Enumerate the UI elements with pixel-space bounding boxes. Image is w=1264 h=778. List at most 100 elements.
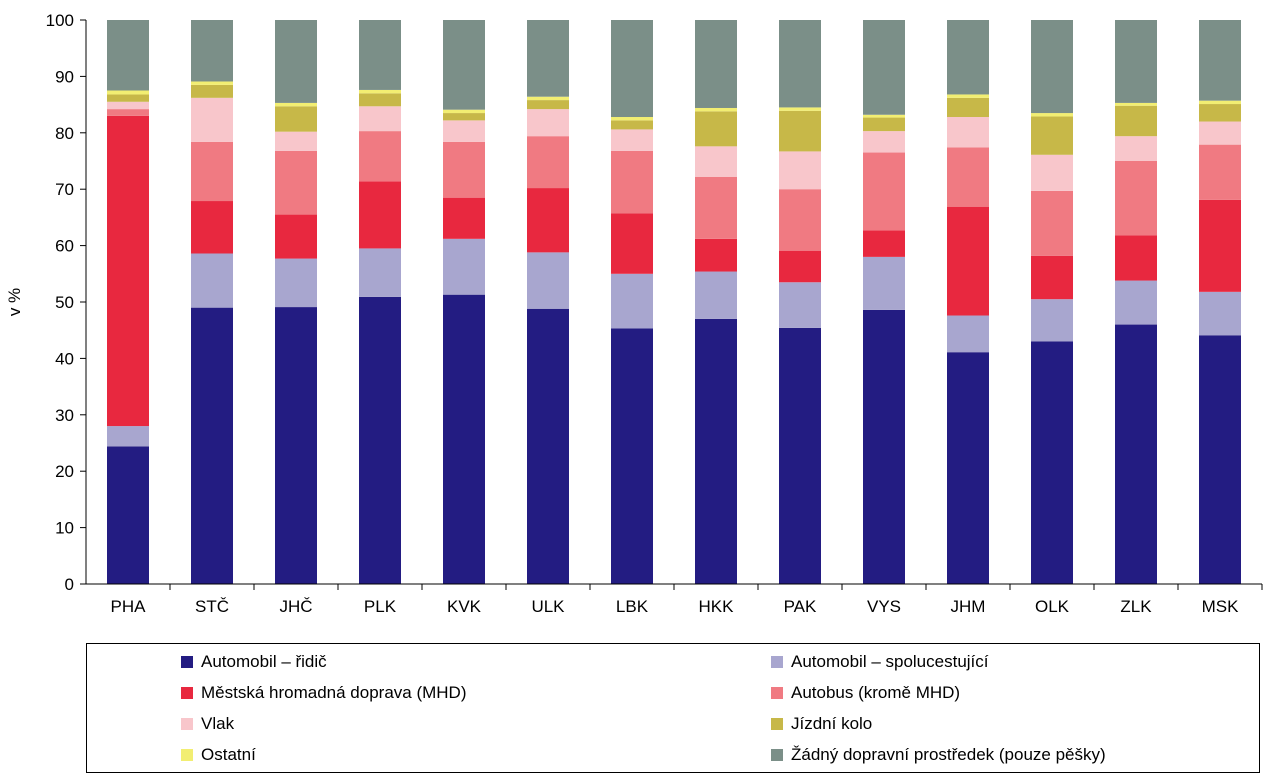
bar-segment-KVK-7 [443, 20, 485, 110]
legend-swatch [771, 656, 783, 668]
bar-segment-STČ-7 [191, 20, 233, 82]
bar-segment-OLK-4 [1031, 154, 1073, 191]
bar-segment-JHM-3 [947, 147, 989, 207]
legend-label: Automobil – řidič [201, 652, 327, 671]
bar-segment-PAK-4 [779, 151, 821, 190]
bar-segment-ULK-7 [527, 20, 569, 97]
bar-segment-JHČ-1 [275, 258, 317, 308]
bar-segment-VYS-0 [863, 309, 905, 584]
bar-segment-PLK-0 [359, 296, 401, 584]
bar-segment-PAK-6 [779, 107, 821, 111]
bar-segment-PAK-3 [779, 189, 821, 251]
bar-segment-STČ-5 [191, 84, 233, 98]
x-tick-label: ULK [531, 597, 565, 616]
legend: Automobil – řidič Automobil – spolucestuj… [86, 643, 1260, 773]
bar-segment-PLK-5 [359, 93, 401, 107]
bar-segment-PAK-7 [779, 20, 821, 108]
bar-segment-MSK-5 [1199, 104, 1241, 122]
bar-segment-PHA-0 [107, 446, 149, 584]
bar-segment-KVK-2 [443, 197, 485, 239]
legend-label: Žádný dopravní prostředek (pouze pěšky) [791, 745, 1106, 764]
bar-segment-HKK-7 [695, 20, 737, 108]
legend-item: Žádný dopravní prostředek (pouze pěšky) [771, 744, 1106, 766]
legend-item: Vlak [181, 713, 234, 735]
bar-segment-VYS-3 [863, 152, 905, 231]
bar-segment-JHM-6 [947, 94, 989, 98]
bar-segment-VYS-5 [863, 117, 905, 132]
legend-swatch [181, 749, 193, 761]
legend-item: Automobil – řidič [181, 651, 327, 673]
bar-segment-ZLK-5 [1115, 105, 1157, 137]
bar-segment-ZLK-4 [1115, 136, 1157, 161]
legend-swatch [181, 656, 193, 668]
bar-segment-LBK-1 [611, 273, 653, 329]
bar-segment-HKK-1 [695, 271, 737, 319]
bar-segment-JHM-2 [947, 206, 989, 316]
bar-segment-KVK-6 [443, 109, 485, 114]
bar-segment-VYS-2 [863, 230, 905, 257]
bar-segment-OLK-1 [1031, 299, 1073, 342]
bar-segment-PAK-5 [779, 110, 821, 152]
bar-segment-HKK-3 [695, 176, 737, 239]
bar-segment-MSK-3 [1199, 144, 1241, 200]
bar-segment-JHM-5 [947, 97, 989, 118]
y-tick-label: 40 [55, 349, 74, 368]
bar-segment-LBK-7 [611, 20, 653, 118]
bar-segment-KVK-1 [443, 238, 485, 295]
bar-segment-JHM-7 [947, 20, 989, 95]
x-tick-label: MSK [1202, 597, 1240, 616]
bar-segment-JHM-4 [947, 117, 989, 148]
bar-segment-ULK-1 [527, 252, 569, 309]
y-tick-label: 90 [55, 67, 74, 86]
legend-item: Městská hromadná doprava (MHD) [181, 682, 466, 704]
y-tick-label: 70 [55, 180, 74, 199]
bar-segment-STČ-2 [191, 201, 233, 254]
x-tick-label: STČ [195, 597, 229, 616]
bar-segment-PLK-1 [359, 248, 401, 297]
bar-segment-MSK-4 [1199, 121, 1241, 145]
legend-label: Ostatní [201, 745, 256, 764]
bar-segment-VYS-7 [863, 20, 905, 115]
bar-segment-PHA-2 [107, 115, 149, 427]
bar-segment-PAK-0 [779, 327, 821, 584]
bar-segment-ZLK-3 [1115, 161, 1157, 236]
y-tick-label: 0 [65, 575, 74, 594]
bar-segment-KVK-5 [443, 113, 485, 121]
bar-segment-PLK-6 [359, 89, 401, 94]
x-tick-label: JHČ [279, 597, 312, 616]
x-tick-label: JHM [951, 597, 986, 616]
x-tick-label: KVK [447, 597, 482, 616]
x-tick-label: ZLK [1120, 597, 1152, 616]
bar-segment-PLK-3 [359, 131, 401, 182]
bar-segment-PHA-3 [107, 109, 149, 116]
bar-segment-ULK-4 [527, 109, 569, 137]
bar-segment-PLK-4 [359, 106, 401, 132]
y-tick-label: 20 [55, 462, 74, 481]
y-tick-label: 100 [46, 11, 74, 30]
bar-segment-MSK-0 [1199, 335, 1241, 584]
bar-segment-HKK-4 [695, 146, 737, 177]
bar-segment-JHČ-6 [275, 102, 317, 107]
bar-segment-MSK-1 [1199, 291, 1241, 336]
bar-segment-JHČ-3 [275, 150, 317, 215]
bar-segment-HKK-6 [695, 107, 737, 112]
bar-segment-PHA-4 [107, 101, 149, 110]
legend-swatch [771, 718, 783, 730]
bar-segment-ZLK-0 [1115, 324, 1157, 584]
bar-segment-KVK-3 [443, 141, 485, 198]
y-tick-label: 10 [55, 519, 74, 538]
legend-label: Jízdní kolo [791, 714, 873, 733]
axes-group: PHA STČ JHČ PLK KVK ULK LBK HKK PAK VYS JHM OLK ZLK M… [5, 11, 1263, 616]
bars-group [107, 20, 1241, 584]
x-tick-label: PLK [364, 597, 397, 616]
y-tick-label: 60 [55, 237, 74, 256]
bar-segment-PAK-2 [779, 250, 821, 283]
legend-swatch [181, 718, 193, 730]
bar-segment-KVK-4 [443, 120, 485, 142]
bar-segment-JHČ-4 [275, 131, 317, 151]
x-tick-label: PHA [111, 597, 147, 616]
bar-segment-LBK-6 [611, 117, 653, 121]
bar-segment-LBK-2 [611, 213, 653, 274]
bar-segment-ZLK-2 [1115, 235, 1157, 281]
bar-segment-STČ-3 [191, 141, 233, 202]
